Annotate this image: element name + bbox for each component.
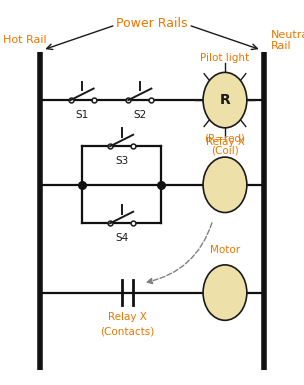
Text: S3: S3: [115, 156, 128, 166]
Text: S4: S4: [115, 233, 128, 243]
Text: Relay X: Relay X: [206, 137, 244, 147]
Text: S2: S2: [133, 110, 147, 120]
Text: Motor: Motor: [210, 245, 240, 255]
Text: S1: S1: [75, 110, 89, 120]
Circle shape: [203, 72, 247, 128]
Text: Hot Rail: Hot Rail: [3, 35, 47, 45]
Text: Neutral
Rail: Neutral Rail: [271, 30, 304, 51]
Text: (Contacts): (Contacts): [101, 326, 155, 336]
Text: Power Rails: Power Rails: [116, 17, 188, 30]
FancyArrowPatch shape: [147, 223, 212, 283]
Text: (R=red): (R=red): [205, 134, 245, 144]
Text: Pilot light: Pilot light: [200, 53, 250, 63]
Circle shape: [203, 265, 247, 320]
Text: Relay X: Relay X: [108, 312, 147, 322]
Circle shape: [203, 157, 247, 213]
Text: (Coil): (Coil): [211, 145, 239, 155]
Text: R: R: [219, 93, 230, 107]
